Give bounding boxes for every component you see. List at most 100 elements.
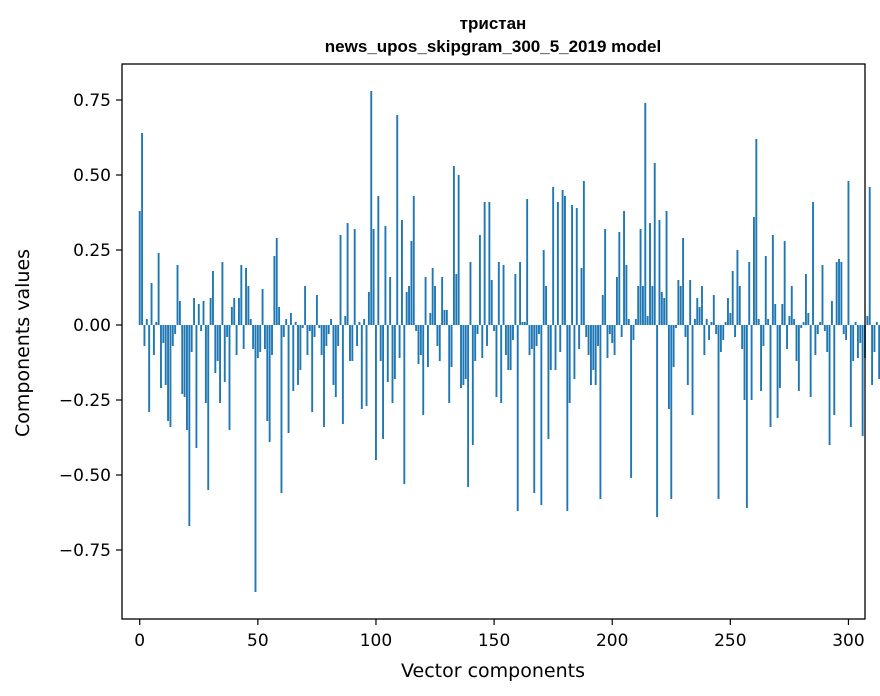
bar-206 <box>625 265 628 325</box>
bar-261 <box>755 139 758 325</box>
bar-106 <box>389 277 392 325</box>
bar-12 <box>167 325 170 421</box>
bar-309 <box>868 187 871 325</box>
bar-138 <box>464 325 467 379</box>
bar-15 <box>174 325 177 334</box>
bar-38 <box>228 325 231 430</box>
bar-275 <box>788 316 791 325</box>
x-tick-label: 300 <box>832 631 864 651</box>
y-tick-label: −0.25 <box>59 391 111 411</box>
bar-20 <box>186 325 188 430</box>
bar-171 <box>542 250 545 325</box>
bar-89 <box>349 325 351 361</box>
bar-26 <box>200 325 203 331</box>
bar-72 <box>308 325 311 331</box>
bar-33 <box>216 325 219 361</box>
bar-133 <box>452 166 455 325</box>
x-axis: 0 50 100 150 200 250 300 <box>134 619 865 651</box>
bar-273 <box>783 241 786 325</box>
y-axis: 0.75 0.50 0.25 0.00 −0.25 −0.50 −0.75 <box>59 91 122 561</box>
bar-165 <box>528 325 531 355</box>
bar-284 <box>809 325 812 397</box>
bar-297 <box>840 262 843 325</box>
bar-129 <box>443 310 446 325</box>
bar-213 <box>641 286 644 325</box>
bar-279 <box>797 325 800 391</box>
bar-153 <box>500 325 503 403</box>
bar-220 <box>658 220 661 325</box>
bar-57 <box>273 256 276 325</box>
bar-185 <box>575 208 578 325</box>
bar-175 <box>552 187 555 325</box>
bar-208 <box>630 325 633 478</box>
bar-45 <box>245 268 247 325</box>
bar-168 <box>535 325 538 346</box>
bar-100 <box>375 325 377 460</box>
bar-166 <box>530 325 533 349</box>
bar-47 <box>249 319 252 325</box>
bar-313 <box>878 325 880 379</box>
bar-193 <box>594 325 597 385</box>
bar-55 <box>268 325 271 442</box>
bar-256 <box>743 325 746 400</box>
bar-221 <box>660 292 663 325</box>
bar-77 <box>320 325 323 355</box>
bar-36 <box>223 325 226 382</box>
bar-209 <box>632 325 635 340</box>
bar-69 <box>301 325 304 328</box>
bar-229 <box>679 286 682 325</box>
bar-156 <box>507 325 510 370</box>
bar-204 <box>620 325 623 337</box>
bar-264 <box>762 325 765 346</box>
bar-22 <box>190 325 193 352</box>
bar-191 <box>590 325 592 385</box>
bar-219 <box>656 325 659 517</box>
bar-207 <box>627 319 630 325</box>
bar-123 <box>429 313 432 325</box>
bar-300 <box>847 181 850 325</box>
bar-140 <box>469 262 472 325</box>
bar-234 <box>691 325 694 415</box>
bar-177 <box>556 202 559 325</box>
bar-291 <box>826 325 829 352</box>
bar-125 <box>434 286 436 325</box>
bar-59 <box>278 307 281 325</box>
bar-178 <box>559 325 562 352</box>
bar-214 <box>644 103 647 325</box>
bar-212 <box>639 229 642 325</box>
bar-130 <box>445 310 448 325</box>
bar-21 <box>188 325 191 526</box>
bar-101 <box>377 196 380 325</box>
bar-183 <box>571 205 573 325</box>
bar-235 <box>693 319 696 325</box>
bar-247 <box>722 325 725 340</box>
bar-102 <box>379 325 382 361</box>
bar-30 <box>209 298 212 325</box>
y-axis-label: Components values <box>12 249 34 437</box>
bar-51 <box>259 325 262 352</box>
bar-270 <box>776 325 779 418</box>
bar-122 <box>427 325 429 367</box>
bar-306 <box>861 325 864 436</box>
bar-200 <box>611 325 614 343</box>
bar-173 <box>547 325 550 439</box>
bar-292 <box>828 325 831 445</box>
bar-79 <box>325 325 328 346</box>
bar-121 <box>424 277 427 325</box>
bar-23 <box>193 298 195 325</box>
bar-189 <box>585 325 588 337</box>
bar-52 <box>261 289 264 325</box>
bar-282 <box>804 274 807 325</box>
bar-188 <box>582 181 585 325</box>
bar-172 <box>545 286 548 325</box>
bar-4 <box>148 325 151 412</box>
bar-312 <box>875 322 878 325</box>
bar-159 <box>514 274 517 325</box>
bar-54 <box>266 325 269 421</box>
bar-155 <box>504 325 507 355</box>
bar-24 <box>195 325 198 448</box>
bar-249 <box>727 298 729 325</box>
bar-308 <box>866 316 869 325</box>
bar-266 <box>767 319 770 325</box>
bar-226 <box>672 325 675 367</box>
